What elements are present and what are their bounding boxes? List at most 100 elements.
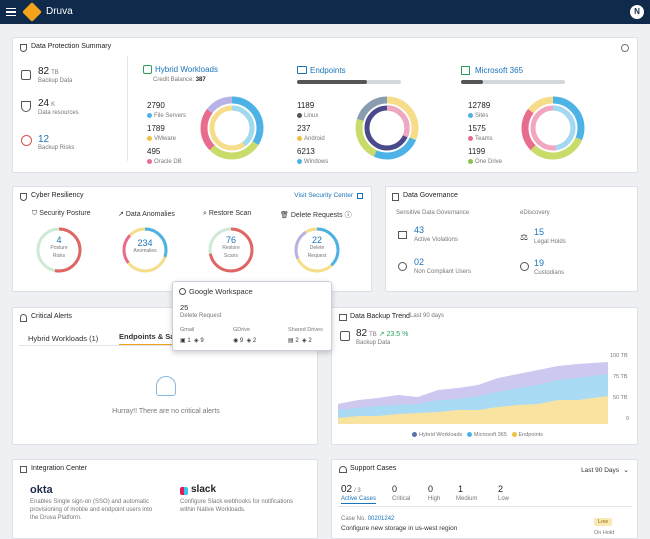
hybrid-donut bbox=[200, 96, 264, 160]
user-icon: ◉ bbox=[233, 338, 239, 344]
integration-icon bbox=[20, 466, 27, 473]
slack-logo[interactable]: slack bbox=[191, 484, 217, 495]
teams-value: 1575 bbox=[468, 124, 486, 133]
legal-holds-label: Legal Holds bbox=[534, 239, 566, 245]
external-link-icon[interactable] bbox=[357, 193, 363, 199]
info-icon[interactable]: ⓘ bbox=[344, 212, 352, 219]
posture-risks-label2: Risks bbox=[52, 253, 66, 259]
data-resources-label: Data resources bbox=[38, 110, 79, 116]
card-title: Data Governance bbox=[403, 192, 458, 199]
gmail-heading: Gmail bbox=[180, 327, 195, 333]
tab-hybrid-workloads[interactable]: Hybrid Workloads (1) bbox=[28, 334, 99, 343]
active-cases-value: 02 bbox=[341, 484, 353, 495]
ytick-50: 50 TB bbox=[613, 395, 628, 401]
backup-risks-label: Backup Risks bbox=[38, 145, 75, 151]
no-alerts-message: Hurray!! There are no critical alerts bbox=[112, 408, 220, 415]
delete-requests-title: 🗑 Delete Requests ⓘ bbox=[280, 210, 352, 220]
layers-icon: ◈ bbox=[302, 338, 307, 344]
info-icon[interactable] bbox=[621, 44, 629, 52]
ytick-100: 100 TB bbox=[610, 353, 628, 359]
chevron-down-icon[interactable]: ⌄ bbox=[623, 467, 629, 474]
trend-up-icon: ↗ bbox=[378, 331, 387, 338]
critical-label: Critical bbox=[392, 496, 411, 502]
restore-scan-label: Restore Scan bbox=[208, 210, 252, 217]
trend-unit: TB bbox=[369, 332, 377, 338]
slack-description: Configure Slack webhooks for notificatio… bbox=[180, 499, 294, 513]
restore-scans-value[interactable]: 76 bbox=[225, 235, 236, 245]
data-resources-unit: K bbox=[51, 102, 56, 108]
google-icon bbox=[179, 288, 186, 295]
legend-hybrid: Hybrid Workloads bbox=[419, 432, 463, 438]
file-icon: ▤ bbox=[288, 338, 294, 344]
backup-data-label: Backup Data bbox=[38, 78, 73, 84]
slack-icon bbox=[180, 487, 188, 495]
visit-security-center-link[interactable]: Visit Security Center bbox=[294, 192, 353, 199]
avatar[interactable]: N bbox=[630, 5, 644, 19]
restore-scan-ring bbox=[208, 227, 254, 273]
shared-b: 2 bbox=[308, 338, 312, 344]
popover-title: Google Workspace bbox=[189, 287, 253, 296]
security-posture-icon: ⛉ bbox=[32, 210, 40, 217]
microsoft365-link[interactable]: Microsoft 365 bbox=[475, 66, 524, 75]
headset-icon bbox=[339, 466, 347, 473]
windows-value: 6213 bbox=[297, 147, 315, 156]
non-compliant-value[interactable]: 02 bbox=[414, 257, 425, 267]
active-violations-label: Active Violations bbox=[414, 237, 458, 243]
menu-icon[interactable] bbox=[6, 8, 16, 16]
backup-risks-value[interactable]: 12 bbox=[38, 134, 50, 145]
anomalies-value[interactable]: 234 bbox=[137, 238, 153, 248]
delete-request-label2: Request bbox=[307, 253, 327, 259]
hybrid-list: 2790 File Servers 1789 VMware 495 Oracle… bbox=[147, 101, 186, 167]
governance-icon bbox=[392, 193, 399, 201]
active-cases-tab[interactable]: Active Cases bbox=[341, 496, 377, 504]
legend-m365: Microsoft 365 bbox=[473, 432, 507, 438]
anomalies-label: Anomalies bbox=[133, 248, 157, 254]
vmware-value: 1789 bbox=[147, 124, 165, 133]
violations-icon bbox=[398, 231, 407, 239]
legal-holds-value[interactable]: 15 bbox=[534, 227, 545, 237]
posture-risks-value[interactable]: 4 bbox=[56, 235, 62, 245]
endpoints-link[interactable]: Endpoints bbox=[310, 66, 346, 75]
m365-list: 12789 Sites 1575 Teams 1199 One Drive bbox=[468, 101, 502, 167]
brand-name: Druva bbox=[46, 6, 73, 17]
ytick-0: 0 bbox=[626, 416, 630, 422]
active-violations-value[interactable]: 43 bbox=[414, 225, 425, 235]
support-cases-card: Support Cases Last 90 Days ⌄ 02 / 3 Acti… bbox=[331, 459, 638, 539]
card-title: Critical Alerts bbox=[31, 313, 72, 320]
popover-value: 25 bbox=[180, 303, 189, 312]
delete-requests-label: Delete Requests bbox=[290, 212, 343, 219]
trash-icon: 🗑 bbox=[280, 212, 291, 219]
priority-badge: Low bbox=[594, 518, 613, 526]
security-posture-label: Security Posture bbox=[39, 210, 91, 217]
delete-request-value[interactable]: 22 bbox=[311, 235, 322, 245]
period-dropdown[interactable]: Last 90 Days bbox=[581, 467, 619, 474]
shield-check-icon bbox=[21, 101, 31, 112]
card-title: Integration Center bbox=[31, 465, 88, 472]
case-number-label: Case No. bbox=[341, 516, 367, 522]
non-compliant-label: Non Compliant Users bbox=[414, 269, 472, 275]
shield-icon bbox=[20, 44, 27, 52]
hybrid-workloads-link[interactable]: Hybrid Workloads bbox=[155, 65, 218, 74]
popover-label: Delete Request bbox=[180, 313, 222, 319]
bell-icon bbox=[20, 314, 27, 322]
cyber-resiliency-card: Cyber Resiliency Visit Security Center bbox=[12, 186, 372, 292]
google-workspace-popover: Google Workspace 25 Delete Request Gmail… bbox=[172, 281, 332, 351]
data-governance-card: Data Governance Sensitive Data Governanc… bbox=[385, 186, 638, 292]
endpoints-icon bbox=[297, 66, 307, 74]
microsoft365-icon bbox=[461, 66, 470, 75]
security-posture-title: ⛉ Security Posture bbox=[32, 210, 91, 218]
scan-icon: ⌕ bbox=[203, 210, 209, 217]
custodians-value[interactable]: 19 bbox=[534, 258, 545, 268]
data-protection-summary-card: Data Protection Summary 82 TB Backup Dat… bbox=[12, 37, 638, 173]
top-bar: Druva N bbox=[0, 0, 650, 24]
sites-label: Sites bbox=[475, 113, 489, 119]
backup-data-value: 82 bbox=[38, 66, 50, 77]
case-number-link[interactable]: 00201242 bbox=[367, 516, 395, 522]
custodian-icon bbox=[520, 262, 529, 271]
legal-hold-icon: ⚖ bbox=[520, 232, 529, 242]
gdrive-heading: GDrive bbox=[233, 327, 251, 333]
okta-logo[interactable]: okta bbox=[30, 484, 53, 496]
oracle-value: 495 bbox=[147, 147, 161, 156]
m365-credit-bar bbox=[461, 80, 565, 84]
high-label: High bbox=[428, 496, 441, 502]
